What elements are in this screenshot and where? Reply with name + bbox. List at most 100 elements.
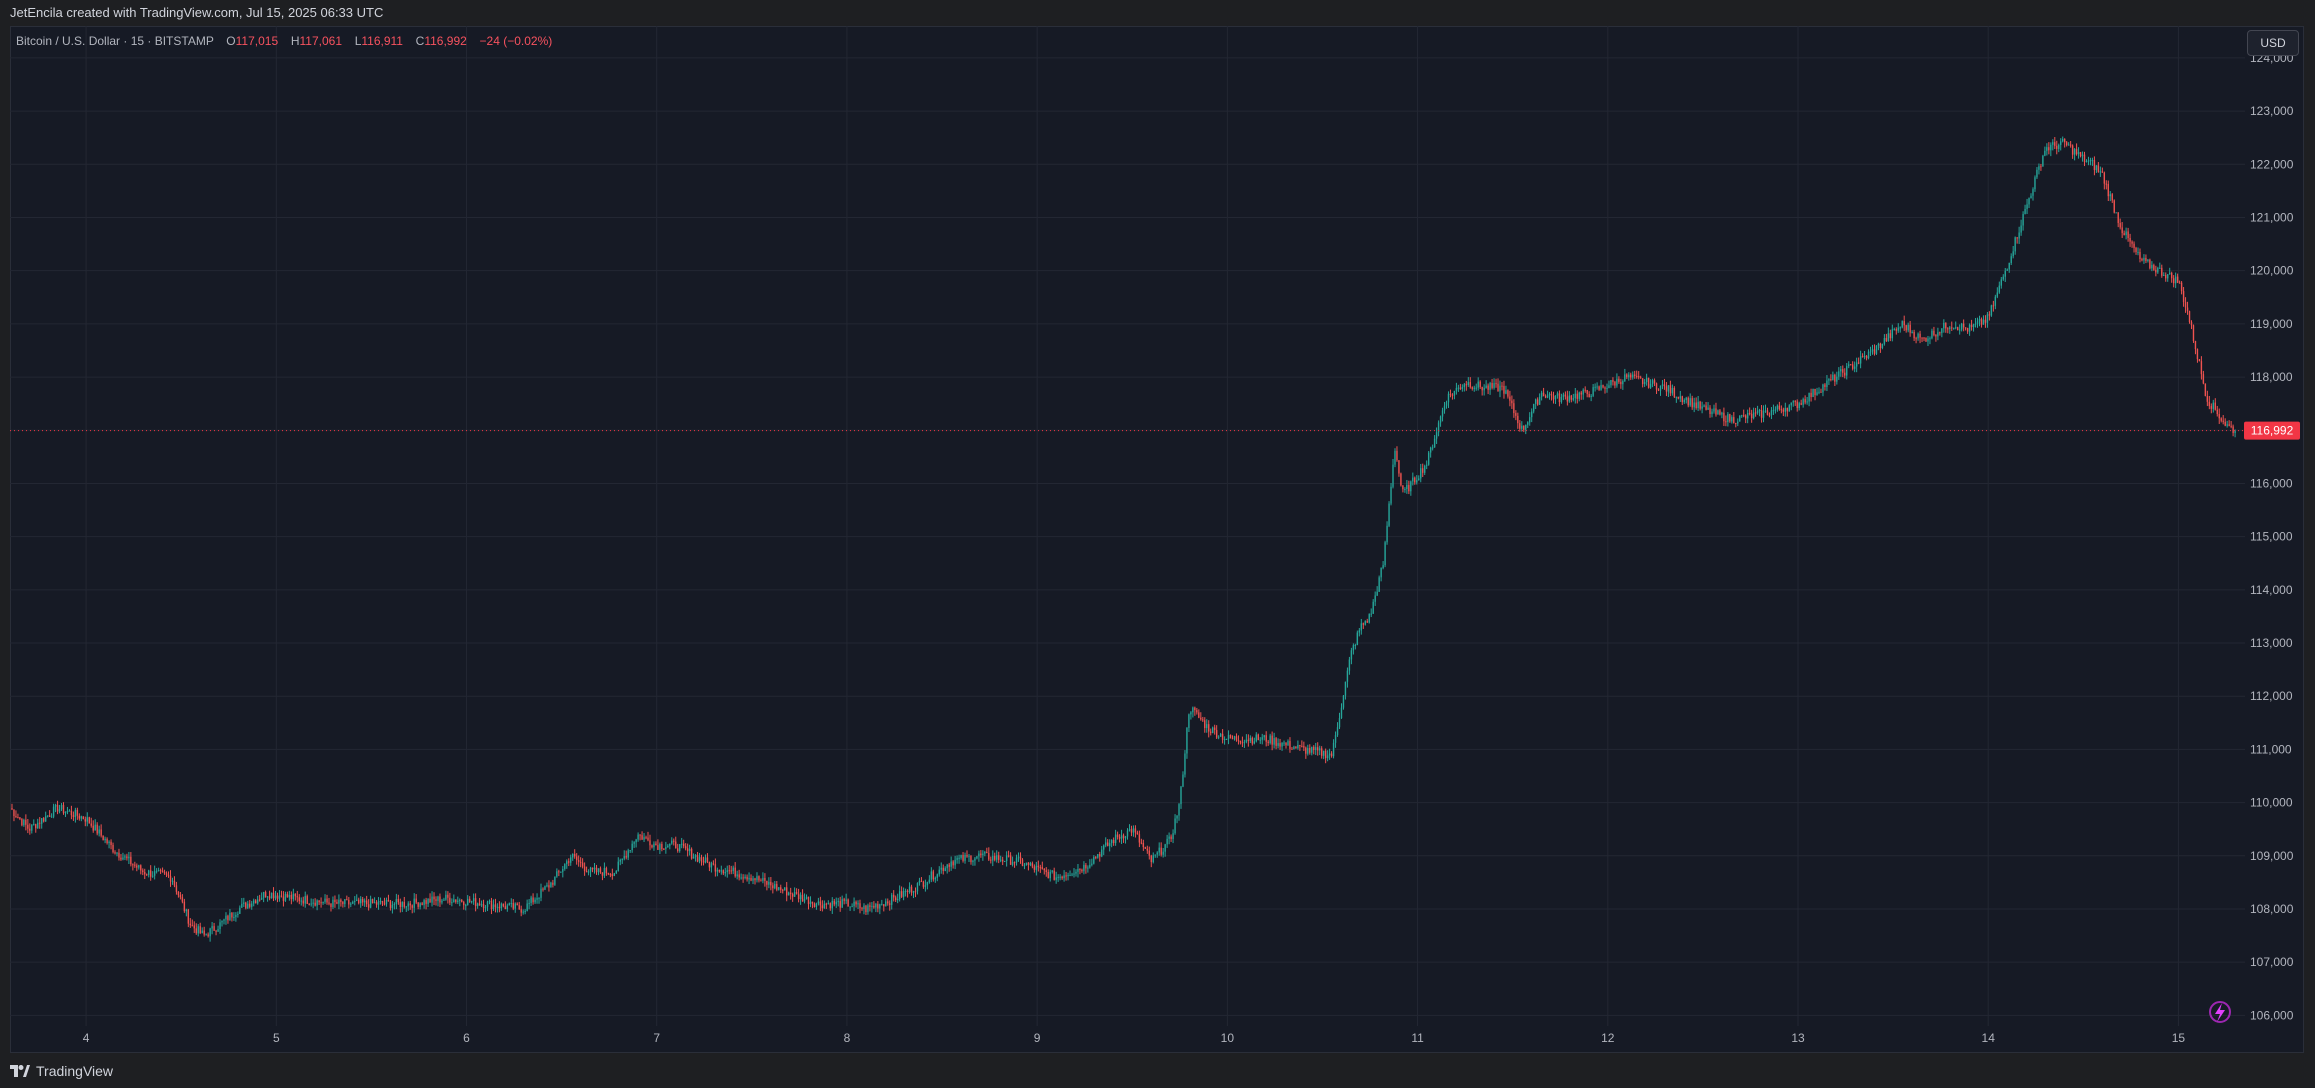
candle-body [1927,338,1929,342]
candle-body [843,899,845,901]
candle-body [1525,424,1527,430]
candle-body [251,903,253,907]
candle-body [1572,398,1575,400]
candle-body [1584,389,1586,391]
candle-body [1144,847,1147,849]
y-tick-label: 108,000 [2250,902,2294,916]
candle-body [1960,323,1963,330]
candle-body [1275,738,1277,746]
candle-body [401,901,404,907]
candle-body [1146,848,1149,851]
candle-body [1461,387,1464,389]
candle-body [873,905,875,908]
legend-close-value: 116,992 [424,34,467,48]
candle-body [1529,417,1531,423]
candle-body [441,900,443,903]
candle-body [1580,392,1582,395]
lightning-icon[interactable] [2209,1001,2231,1023]
candle-body [1723,412,1725,422]
candle-body [819,901,822,906]
candle-body [290,894,293,900]
candle-body [171,880,174,882]
candle-body [1105,842,1107,846]
candle-body [31,824,33,831]
candle-body [167,874,170,876]
currency-button[interactable]: USD [2247,30,2299,56]
candle-body [1108,843,1111,846]
candle-body [597,868,600,873]
candle-body [1939,332,1941,334]
candle-body [2208,401,2211,407]
chart-panel[interactable] [10,26,2304,1053]
candle-body [1295,746,1297,749]
candle-body [256,899,259,904]
candle-body [1132,828,1135,833]
candle-body [1544,396,1547,398]
candle-body [66,811,69,813]
candle-body [1637,376,1640,378]
candle-body [1762,410,1765,418]
candle-body [623,856,625,859]
candle-body [669,843,671,846]
candle-body [595,867,598,873]
candle-body [1513,403,1515,414]
candle-body [1015,857,1018,863]
candle-body [403,901,405,907]
candle-body [534,899,536,903]
candle-body [708,861,711,868]
candle-body [1752,412,1755,419]
candle-body [1661,384,1664,386]
candle-body [667,845,669,848]
candle-body [1029,863,1032,865]
candle-body [1758,409,1761,411]
candle-body [102,835,104,841]
candle-body [1025,862,1028,866]
candle-body [811,901,814,904]
candle-body [1735,422,1737,424]
candle-body [1005,855,1008,862]
candle-body [217,929,219,932]
candle-body [892,894,895,898]
candle-body [1093,857,1095,864]
candle-body [2155,269,2157,273]
candle-body [163,871,166,874]
candle-body [2188,311,2191,323]
candle-body [203,930,205,935]
candle-body [264,892,267,898]
candle-body [896,899,899,901]
candle-body [1887,333,1890,342]
candle-body [377,901,380,905]
candle-body [185,909,188,912]
candle-body [258,899,261,901]
candle-body [1192,707,1194,713]
candle-body [857,903,859,905]
y-tick-label: 123,000 [2250,104,2294,118]
candle-body [1754,412,1757,414]
candle-body [607,873,610,875]
tradingview-brand[interactable]: TradingView [10,1063,113,1079]
candle-body [528,902,530,904]
candle-body [1301,745,1303,747]
candle-body [2216,409,2218,415]
candle-body [1069,875,1071,877]
candle-body [570,857,572,863]
candle-body [463,901,465,906]
candle-body [1431,447,1434,449]
candle-body [1871,349,1874,352]
x-tick-label: 9 [1034,1031,1041,1045]
candle-body [1741,415,1743,417]
candle-body [1378,577,1380,592]
candle-body [1437,422,1440,433]
candle-body [1206,724,1208,729]
candle-body [1814,388,1816,396]
candle-body [1976,321,1979,324]
candle-body [409,903,411,906]
candle-body [25,819,27,825]
candle-body [144,872,146,875]
candle-body [1116,834,1119,838]
candle-body [1675,396,1678,398]
candle-body [1659,385,1662,391]
candle-body [1935,335,1937,337]
candle-body [1467,382,1469,386]
